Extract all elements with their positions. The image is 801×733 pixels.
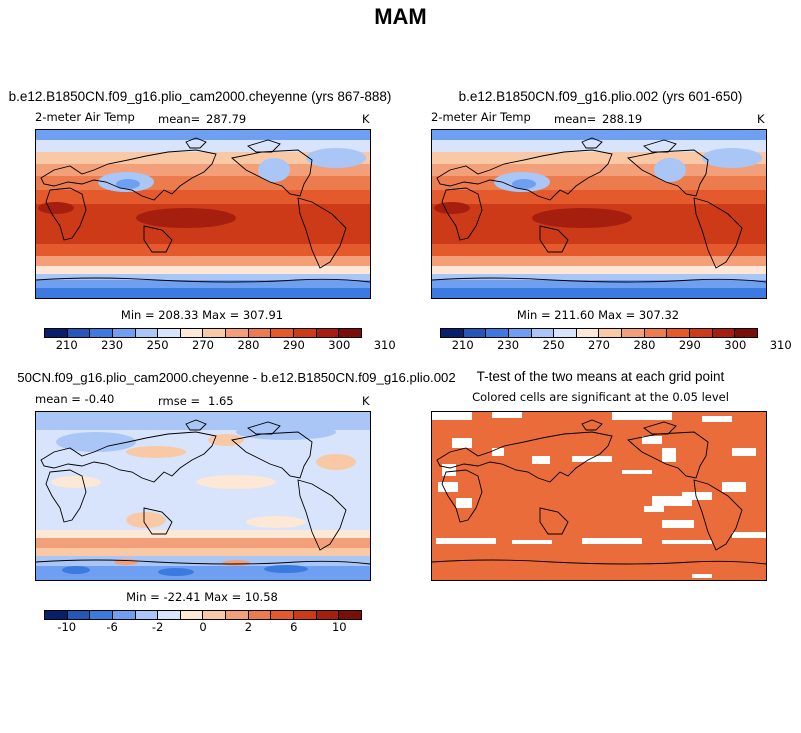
colorbar-cell <box>226 329 249 337</box>
colorbar-cell <box>248 329 272 337</box>
colorbar-cell <box>294 329 317 337</box>
panel3-mean: mean = -0.40 <box>35 392 115 406</box>
colorbar-tick-label: 290 <box>282 338 305 352</box>
colorbar-tick-label: 210 <box>451 338 474 352</box>
colorbar-tick-label: -10 <box>57 620 77 634</box>
panel1-minmax: Min = 208.33 Max = 307.91 <box>120 308 284 322</box>
panel4-subtitle: Colored cells are significant at the 0.0… <box>472 390 729 404</box>
panel2-colorbar <box>440 328 758 338</box>
colorbar-tick-label: 0 <box>199 620 207 634</box>
colorbar-cell <box>576 329 600 337</box>
colorbar-cell <box>90 611 113 619</box>
panel3-difference-map <box>35 411 371 581</box>
colorbar-tick-label: 280 <box>633 338 656 352</box>
colorbar-cell <box>339 329 361 337</box>
colorbar-cell <box>690 329 713 337</box>
panel3-units: K <box>362 394 370 408</box>
colorbar-cell <box>531 329 555 337</box>
colorbar-tick-label: 300 <box>724 338 747 352</box>
panel2-mean-value: 288.19 <box>602 112 643 126</box>
panel3-rmse-value: 1.65 <box>208 394 234 408</box>
panel1-colorbar <box>44 328 362 338</box>
colorbar-cell <box>158 611 181 619</box>
colorbar-tick-label: 210 <box>55 338 78 352</box>
panel3-colorbar-ticks: -10 -6 -2 0 2 6 10 <box>44 620 362 634</box>
colorbar-cell <box>248 611 272 619</box>
colorbar-cell <box>508 329 532 337</box>
colorbar-tick-label: 250 <box>146 338 169 352</box>
colorbar-tick-label: 270 <box>588 338 610 352</box>
colorbar-tick-label: 310 <box>373 338 396 352</box>
colorbar-cell <box>644 329 668 337</box>
colorbar-cell <box>271 329 295 337</box>
colorbar-tick-label: 10 <box>331 620 347 634</box>
panel2-units: K <box>757 112 765 126</box>
colorbar-cell <box>112 611 136 619</box>
panel3-title: 50CN.f09_g16.plio_cam2000.cheyenne - b.e… <box>17 370 456 385</box>
colorbar-cell <box>735 329 757 337</box>
panel4-title: T-test of the two means at each grid poi… <box>476 369 725 384</box>
colorbar-cell <box>203 329 227 337</box>
colorbar-cell <box>67 611 91 619</box>
colorbar-tick-label: 290 <box>678 338 701 352</box>
colorbar-cell <box>599 329 623 337</box>
colorbar-tick-label: 300 <box>328 338 351 352</box>
colorbar-cell <box>45 611 68 619</box>
colorbar-tick-label: -2 <box>151 620 164 634</box>
panel2-temperature-map <box>431 129 767 299</box>
colorbar-cell <box>339 611 361 619</box>
panel1-units: K <box>362 112 370 126</box>
panel2-colorbar-ticks: 210 230 250 270 280 290 300 310 <box>440 338 792 352</box>
panel2-title: b.e12.B1850CN.f09_g16.plio.002 (yrs 601-… <box>458 89 743 104</box>
colorbar-cell <box>712 329 736 337</box>
colorbar-cell <box>67 329 91 337</box>
colorbar-tick-label: 6 <box>290 620 298 634</box>
colorbar-cell <box>135 611 159 619</box>
colorbar-cell <box>463 329 487 337</box>
panel3-rmse-label: rmse = <box>158 394 201 408</box>
colorbar-cell <box>203 611 227 619</box>
colorbar-cell <box>135 329 159 337</box>
colorbar-cell <box>316 611 340 619</box>
panel3-colorbar <box>44 610 362 620</box>
colorbar-cell <box>112 329 136 337</box>
colorbar-cell <box>486 329 509 337</box>
colorbar-cell <box>226 611 249 619</box>
figure-title: MAM <box>374 4 427 29</box>
colorbar-tick-label: 230 <box>497 338 520 352</box>
colorbar-cell <box>554 329 577 337</box>
panel2-variable-label: 2-meter Air Temp <box>431 110 531 124</box>
colorbar-tick-label: -6 <box>106 620 118 634</box>
colorbar-tick-label: 270 <box>192 338 214 352</box>
panel1-temperature-map <box>35 129 371 299</box>
colorbar-cell <box>90 329 113 337</box>
colorbar-cell <box>271 611 295 619</box>
panel3-minmax: Min = -22.41 Max = 10.58 <box>126 590 278 604</box>
colorbar-cell <box>667 329 691 337</box>
colorbar-cell <box>158 329 181 337</box>
panel4-ttest-map <box>431 411 767 581</box>
panel1-mean-value: 287.79 <box>206 112 247 126</box>
colorbar-cell <box>180 329 204 337</box>
panel1-title: b.e12.B1850CN.f09_g16.plio_cam2000.cheye… <box>8 89 392 104</box>
colorbar-cell <box>45 329 68 337</box>
panel2-minmax: Min = 211.60 Max = 307.32 <box>516 308 680 322</box>
colorbar-cell <box>294 611 317 619</box>
colorbar-cell <box>622 329 645 337</box>
panel1-mean-label: mean= <box>158 112 201 126</box>
colorbar-tick-label: 230 <box>101 338 124 352</box>
colorbar-tick-label: 310 <box>769 338 792 352</box>
colorbar-tick-label: 280 <box>237 338 260 352</box>
colorbar-cell <box>180 611 204 619</box>
colorbar-tick-label: 2 <box>244 620 253 634</box>
panel2-mean-label: mean= <box>554 112 597 126</box>
colorbar-cell <box>441 329 464 337</box>
panel1-colorbar-ticks: 210 230 250 270 280 290 300 310 <box>44 338 396 352</box>
colorbar-cell <box>316 329 340 337</box>
colorbar-tick-label: 250 <box>542 338 565 352</box>
panel1-variable-label: 2-meter Air Temp <box>35 110 135 124</box>
